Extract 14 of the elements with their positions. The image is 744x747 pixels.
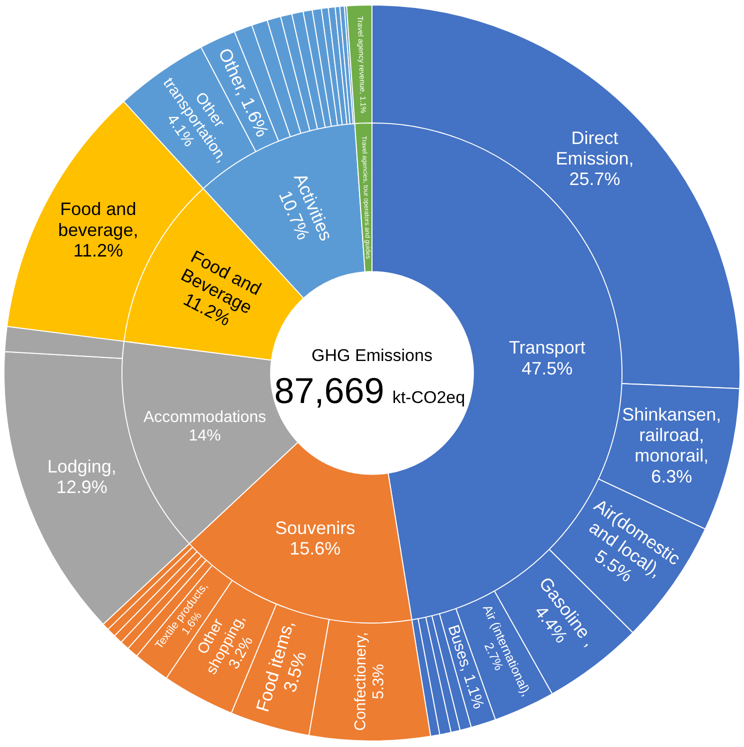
data-label: 47.5%	[522, 358, 573, 378]
data-label: 14%	[188, 428, 221, 445]
slice-label: Direct Emission, 25.7%	[556, 128, 634, 190]
slice-label: Food items, 3.5%	[252, 618, 310, 714]
slice-label: Food and beverage, 11.2%	[58, 199, 138, 261]
slice-label: Shinkansen, railroad, monorail, 6.3%	[622, 404, 722, 486]
slice-label: Transport	[508, 338, 586, 358]
slice-label: Lodging, 12.9%	[47, 456, 116, 498]
slice-label: Confectionery, 5.3%	[352, 632, 388, 731]
text: 87,669 kt-CO2eq	[274, 370, 466, 411]
slice-label: Accommodations	[143, 409, 266, 426]
data-label: 15.6%	[290, 538, 341, 559]
slice-label: Souvenirs	[275, 518, 356, 538]
text: GHG Emissions	[312, 346, 432, 365]
